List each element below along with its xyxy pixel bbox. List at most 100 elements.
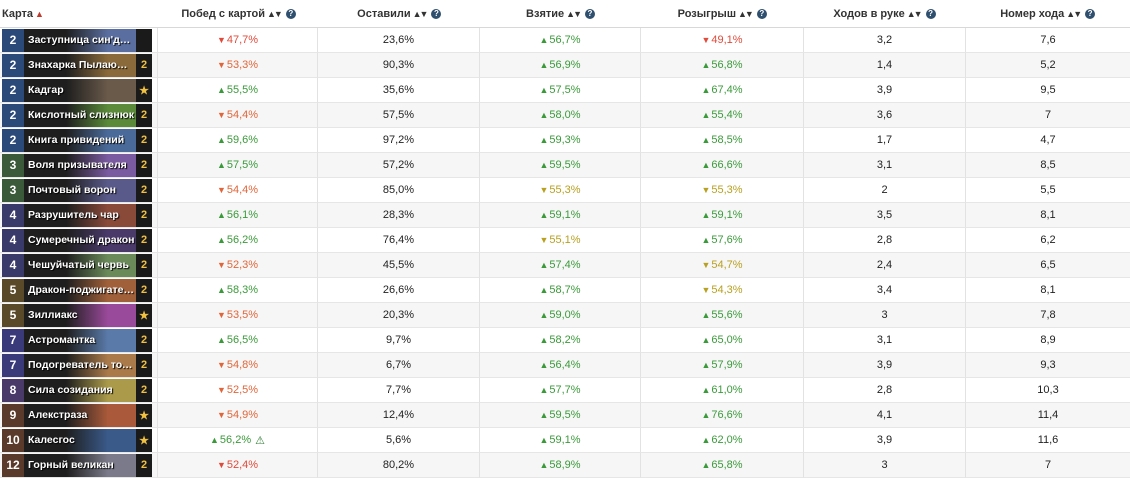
mana-cost: 3 — [2, 153, 24, 177]
mana-cost-value: 4 — [9, 233, 17, 247]
col-winrate-label: Побед с картой — [181, 7, 265, 20]
card-tile[interactable]: 8 Сила созидания 2 — [2, 378, 152, 402]
table-row[interactable]: 12 Горный великан 2 ▼52,4% 80,2% ▲58,9% ▲65,8%… — [0, 453, 1130, 478]
card-tile[interactable]: 10 Калесгос ★ — [2, 428, 152, 452]
col-card[interactable]: Карта ▲ — [0, 0, 159, 27]
turn-played-cell: 6,5 — [965, 253, 1130, 278]
turn-played-cell: 5,2 — [965, 53, 1130, 78]
card-name: Кислотный слизнюк — [24, 109, 136, 121]
arrow-up-icon: ▲ — [701, 110, 711, 120]
played-cell-text: 59,1% — [711, 209, 743, 221]
card-tile[interactable]: 12 Горный великан 2 — [2, 453, 152, 477]
help-icon[interactable]: ? — [756, 8, 767, 19]
help-icon[interactable]: ? — [1085, 8, 1096, 19]
mana-cost: 12 — [2, 453, 24, 477]
arrow-up-icon: ▲ — [539, 260, 549, 270]
help-icon[interactable]: ? — [584, 8, 595, 19]
card-tile[interactable]: 2 Кадгар ★ — [2, 78, 152, 102]
mana-cost: 8 — [2, 378, 24, 402]
drawn-cell-text: 56,7% — [549, 34, 581, 46]
winrate-cell-value: ▼54,9% — [217, 409, 258, 421]
card-art-image — [66, 178, 136, 202]
winrate-cell-text: 56,1% — [226, 209, 259, 221]
table-row[interactable]: 2 Знахарка Пылающег… 2 ▼53,3% 90,3% ▲56,9% ▲56… — [0, 53, 1130, 78]
played-cell-value: ▲66,6% — [701, 159, 742, 171]
kept-cell: 20,3% — [317, 303, 479, 328]
played-cell: ▲67,4% — [640, 78, 803, 103]
col-winrate[interactable]: Побед с картой ▲▼? — [159, 0, 319, 27]
table-row[interactable]: 3 Почтовый ворон 2 ▼54,4% 85,0% ▼55,3% ▼55,3% 2… — [0, 178, 1130, 203]
mana-cost: 10 — [2, 428, 24, 452]
card-count-value: 2 — [140, 334, 148, 346]
table-row[interactable]: 10 Калесгос ★ ▲56,2% ⚠ 5,6% ▲59,1% ▲62,0% 3,9 11,… — [0, 428, 1130, 453]
card-tile[interactable]: 5 Дракон-поджигатель 2 — [2, 278, 152, 302]
table-row[interactable]: 7 Подогреватель толпы 2 ▼54,8% 6,7% ▲56,4% ▲57… — [0, 353, 1130, 378]
col-played[interactable]: Розыгрыш ▲▼? — [641, 0, 804, 27]
table-row[interactable]: 8 Сила созидания 2 ▼52,5% 7,7% ▲57,7% ▲61,0% 2,… — [0, 378, 1130, 403]
played-cell-text: 56,8% — [711, 59, 743, 71]
winrate-cell-text: 58,3% — [226, 284, 259, 296]
turns-held-cell-text: 2,4 — [876, 259, 893, 271]
turn-played-cell-text: 7 — [1044, 459, 1052, 471]
arrow-up-icon: ▲ — [539, 160, 549, 170]
help-icon[interactable]: ? — [925, 8, 936, 19]
mana-cost-value: 4 — [9, 208, 17, 222]
table-row[interactable]: 2 Кадгар ★ ▲55,5% 35,6% ▲57,5% ▲67,4% 3,9 9,5 — [0, 78, 1130, 103]
table-row[interactable]: 4 Чешуйчатый червь 2 ▼52,3% 45,5% ▲57,4% ▼54,7… — [0, 253, 1130, 278]
col-drawn[interactable]: Взятие ▲▼? — [480, 0, 641, 27]
turns-held-cell-text: 2,8 — [876, 384, 893, 396]
table-row[interactable]: 4 Сумеречный дракон 2 ▲56,2% 76,4% ▼55,1% ▲57,… — [0, 228, 1130, 253]
card-tile[interactable]: 5 Зиллиакс ★ — [2, 303, 152, 327]
table-row[interactable]: 5 Зиллиакс ★ ▼53,5% 20,3% ▲59,0% ▲55,6% 3 7,8 — [0, 303, 1130, 328]
col-turn-played[interactable]: Номер хода ▲▼? — [965, 0, 1130, 27]
card-count-value: 2 — [140, 259, 148, 271]
card-cell: 7 Подогреватель толпы 2 — [0, 353, 157, 378]
col-kept[interactable]: Оставили ▲▼? — [318, 0, 480, 27]
col-kept-label: Оставили — [357, 7, 411, 20]
col-turns-held[interactable]: Ходов в руке ▲▼? — [804, 0, 966, 27]
arrow-up-icon: ▲ — [216, 285, 226, 295]
kept-cell: 5,6% — [317, 428, 479, 453]
card-tile[interactable]: 2 Знахарка Пылающег… 2 — [2, 53, 152, 77]
drawn-cell: ▼55,3% — [479, 178, 640, 203]
turns-held-cell-text: 3 — [881, 309, 888, 321]
table-row[interactable]: 2 Кислотный слизнюк 2 ▼54,4% 57,5% ▲58,0% ▲55,… — [0, 103, 1130, 128]
card-tile[interactable]: 2 Кислотный слизнюк 2 — [2, 103, 152, 127]
card-name-text: Кислотный слизнюк — [28, 109, 134, 121]
arrow-up-icon: ▲ — [216, 160, 226, 170]
table-row[interactable]: 5 Дракон-поджигатель 2 ▲58,3% 26,6% ▲58,7% ▼54… — [0, 278, 1130, 303]
table-row[interactable]: 4 Разрушитель чар 2 ▲56,1% 28,3% ▲59,1% ▲59,1%… — [0, 203, 1130, 228]
warning-triangle-icon[interactable]: ⚠ — [255, 434, 265, 447]
card-tile[interactable]: 4 Разрушитель чар 2 — [2, 203, 152, 227]
table-row[interactable]: 2 Книга привидений 2 ▲59,6% 97,2% ▲59,3% ▲58,5… — [0, 128, 1130, 153]
card-name: Книга привидений — [24, 134, 136, 146]
played-cell-text: 66,6% — [711, 159, 743, 171]
table-row[interactable]: 7 Астромантка 2 ▲56,5% 9,7% ▲58,2% ▲65,0% 3,1 8,… — [0, 328, 1130, 353]
card-tile[interactable]: 4 Чешуйчатый червь 2 — [2, 253, 152, 277]
help-icon[interactable]: ? — [285, 8, 296, 19]
card-tile[interactable]: 3 Воля призывателя 2 — [2, 153, 152, 177]
winrate-cell-text: 52,3% — [226, 259, 259, 271]
kept-cell-text: 28,3% — [382, 209, 415, 221]
drawn-cell-value: ▲56,4% — [539, 359, 580, 371]
table-row[interactable]: 2 Заступница син'дорай ▼47,7% 23,6% ▲56,7% ▼4… — [0, 28, 1130, 53]
card-name: Зиллиакс — [24, 309, 136, 321]
turn-played-cell-text: 7,8 — [1040, 309, 1056, 321]
card-tile[interactable]: 7 Астромантка 2 — [2, 328, 152, 352]
card-tile[interactable]: 9 Алекстраза ★ — [2, 403, 152, 427]
help-icon[interactable]: ? — [431, 8, 442, 19]
arrow-up-icon: ▲ — [701, 360, 711, 370]
kept-cell-text: 85,0% — [382, 184, 415, 196]
table-row[interactable]: 3 Воля призывателя 2 ▲57,5% 57,2% ▲59,5% ▲66,6… — [0, 153, 1130, 178]
card-tile[interactable]: 2 Заступница син'дорай — [2, 28, 152, 52]
drawn-cell-text: 55,3% — [549, 184, 581, 196]
card-art-image — [66, 353, 136, 377]
table-header: Карта ▲ Побед с картой ▲▼? Оставили ▲▼? Взя… — [0, 0, 1130, 28]
card-tile[interactable]: 3 Почтовый ворон 2 — [2, 178, 152, 202]
card-tile[interactable]: 2 Книга привидений 2 — [2, 128, 152, 152]
kept-cell: 28,3% — [317, 203, 479, 228]
table-row[interactable]: 9 Алекстраза ★ ▼54,9% 12,4% ▲59,5% ▲76,6% 4,1 11… — [0, 403, 1130, 428]
card-tile[interactable]: 7 Подогреватель толпы 2 — [2, 353, 152, 377]
card-tile[interactable]: 4 Сумеречный дракон 2 — [2, 228, 152, 252]
